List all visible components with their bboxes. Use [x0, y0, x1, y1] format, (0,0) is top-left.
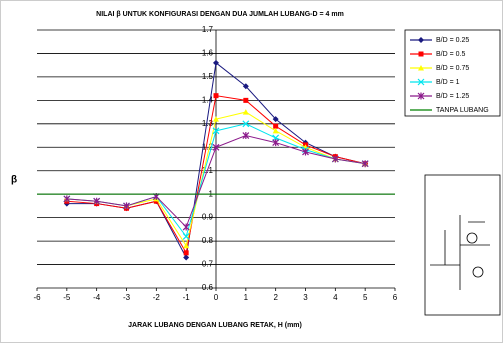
marker — [123, 202, 130, 210]
legend-label: B/D = 0.5 — [436, 51, 465, 58]
x-tick-label: -3 — [123, 293, 131, 302]
marker — [213, 116, 219, 122]
x-tick-label: -5 — [63, 293, 71, 302]
legend-label: B/D = 1 — [436, 79, 460, 86]
marker — [182, 232, 190, 240]
x-tick-label: -1 — [183, 293, 191, 302]
marker — [417, 92, 425, 100]
legend-label: B/D = 0.75 — [436, 65, 469, 72]
marker — [242, 120, 250, 128]
marker — [331, 155, 339, 163]
marker — [361, 160, 369, 168]
marker — [182, 223, 190, 231]
marker — [272, 139, 280, 147]
x-tick-label: -2 — [153, 293, 161, 302]
marker — [242, 132, 250, 140]
x-tick-label: -6 — [33, 293, 41, 302]
legend-label: B/D = 0.25 — [436, 37, 469, 44]
marker — [213, 59, 219, 66]
chart-title: NILAI β UNTUK KONFIGURASI DENGAN DUA JUM… — [96, 11, 344, 18]
y-tick-label: 0.7 — [202, 260, 214, 269]
diagram — [424, 174, 501, 316]
y-tick-label: 1.7 — [202, 25, 214, 34]
y-tick-label: 1.3 — [202, 119, 214, 128]
y-tick-label: 0.9 — [202, 213, 214, 222]
marker — [242, 83, 249, 90]
y-tick-label: 1.4 — [202, 95, 214, 104]
marker — [243, 97, 249, 103]
legend-label: B/D = 1.25 — [436, 93, 469, 100]
legend — [404, 29, 501, 117]
marker — [212, 127, 220, 135]
y-tick-label: 1.2 — [202, 142, 214, 151]
marker — [63, 195, 71, 203]
marker — [418, 51, 424, 57]
y-tick-label: 0.6 — [202, 283, 214, 292]
y-axis-label: β — [11, 175, 17, 186]
y-tick-label: 1.5 — [202, 72, 214, 81]
marker — [302, 148, 309, 156]
x-tick-label: -4 — [93, 293, 101, 302]
marker — [418, 37, 424, 43]
x-tick-label: 4 — [333, 293, 338, 302]
x-tick-label: 0 — [214, 293, 219, 302]
marker — [183, 254, 190, 261]
marker — [272, 116, 279, 123]
marker — [242, 109, 249, 115]
x-tick-label: 2 — [273, 293, 278, 302]
marker — [93, 197, 101, 205]
x-tick-label: 1 — [244, 293, 249, 302]
marker — [212, 143, 220, 151]
x-tick-label: 3 — [303, 293, 308, 302]
marker — [213, 93, 219, 99]
legend-label: TANPA LUBANG — [436, 107, 489, 114]
y-tick-label: 0.8 — [202, 236, 214, 245]
marker — [183, 250, 189, 256]
marker — [417, 78, 425, 86]
y-tick-label: 1.6 — [202, 49, 214, 58]
x-axis-label: JARAK LUBANG DENGAN LUBANG RETAK, H (mm) — [128, 322, 302, 329]
marker — [183, 242, 190, 249]
marker — [272, 127, 279, 134]
x-tick-label: 6 — [393, 293, 398, 302]
marker — [418, 65, 424, 71]
marker — [273, 123, 279, 129]
x-tick-label: 5 — [363, 293, 368, 302]
